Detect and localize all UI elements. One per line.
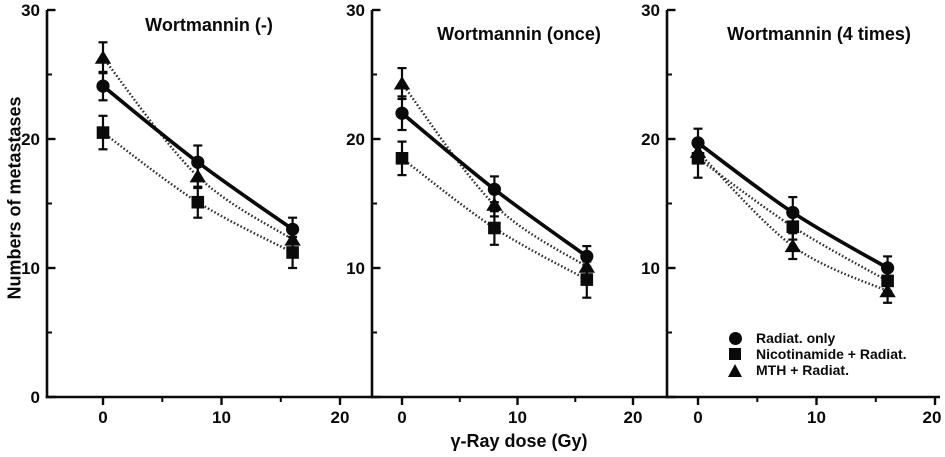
x-axis-label: γ-Ray dose (Gy): [450, 431, 588, 451]
marker-square-icon: [191, 195, 205, 209]
marker-triangle-icon: [284, 232, 301, 246]
legend-item-label: Nicotinamide + Radiat.: [756, 346, 907, 362]
tick-label: 30: [346, 1, 365, 20]
series-line-square: [697, 157, 889, 282]
tick-label: 0: [98, 408, 107, 427]
tick-label: 0: [31, 388, 40, 407]
marker-square-icon: [691, 152, 705, 165]
panel-title-wortmannin-once: Wortmannin (once): [437, 24, 601, 44]
marker-triangle-icon: [578, 259, 595, 273]
marker-square-icon: [881, 274, 894, 288]
legend-item: Nicotinamide + Radiat.: [727, 346, 907, 362]
panel-2: 10 20 30 0 10 20: [641, 1, 941, 427]
marker-circle-icon: [96, 79, 110, 93]
tick-label: 10: [21, 259, 40, 278]
series-line-square: [102, 131, 294, 254]
circle-icon: [727, 331, 743, 345]
tick-label: 20: [346, 130, 365, 149]
y-axis-label: Numbers of metastases: [4, 96, 25, 300]
tick-label: 10: [346, 259, 365, 278]
panel-title-wortmannin-4times: Wortmannin (4 times): [727, 24, 911, 44]
legend: Radiat. only Nicotinamide + Radiat. MTH …: [727, 330, 907, 378]
square-icon: [727, 348, 743, 360]
marker-circle-icon: [881, 261, 895, 275]
legend-item-label: Radiat. only: [756, 330, 836, 346]
marker-circle-icon: [286, 222, 300, 236]
tick-label: 20: [923, 408, 942, 427]
tick-label: 10: [641, 259, 660, 278]
tick-label: 0: [693, 408, 702, 427]
marker-triangle-icon: [879, 283, 896, 298]
tick-label: 0: [397, 408, 406, 427]
tick-label: 10: [508, 408, 527, 427]
marker-square-icon: [286, 246, 299, 259]
panel-0: 0 10 20 30 0 10 20: [21, 1, 372, 427]
marker-square-icon: [96, 126, 110, 139]
tick-label: 30: [641, 1, 660, 20]
tick-label: 20: [21, 130, 40, 149]
tick-label: 30: [21, 1, 40, 20]
tick-label: 10: [807, 408, 826, 427]
marker-square-icon: [395, 152, 409, 165]
tick-label: 20: [641, 130, 660, 149]
tick-label: 10: [212, 408, 231, 427]
marker-triangle-icon: [189, 169, 206, 183]
marker-triangle-icon: [393, 76, 411, 90]
marker-triangle-icon: [784, 238, 801, 253]
marker-circle-icon: [691, 136, 705, 150]
marker-triangle-icon: [94, 50, 112, 64]
marker-circle-icon: [395, 106, 409, 120]
marker-square-icon: [786, 220, 800, 233]
marker-circle-icon: [786, 205, 800, 220]
tick-label: 20: [624, 408, 643, 427]
marker-circle-icon: [580, 249, 594, 263]
marker-triangle-icon: [486, 197, 503, 211]
legend-item: MTH + Radiat.: [727, 362, 907, 378]
marker-circle-icon: [487, 182, 501, 196]
marker-square-icon: [580, 273, 594, 286]
legend-item: Radiat. only: [727, 330, 907, 346]
tick-label: 20: [331, 408, 350, 427]
panel-title-wortmannin-minus: Wortmannin (-): [145, 15, 273, 35]
panel-1: 10 20 30 0 10 20: [346, 1, 667, 427]
triangle-icon: [727, 363, 743, 377]
marker-circle-icon: [191, 155, 205, 169]
marker-square-icon: [488, 221, 501, 235]
legend-item-label: MTH + Radiat.: [756, 362, 849, 378]
